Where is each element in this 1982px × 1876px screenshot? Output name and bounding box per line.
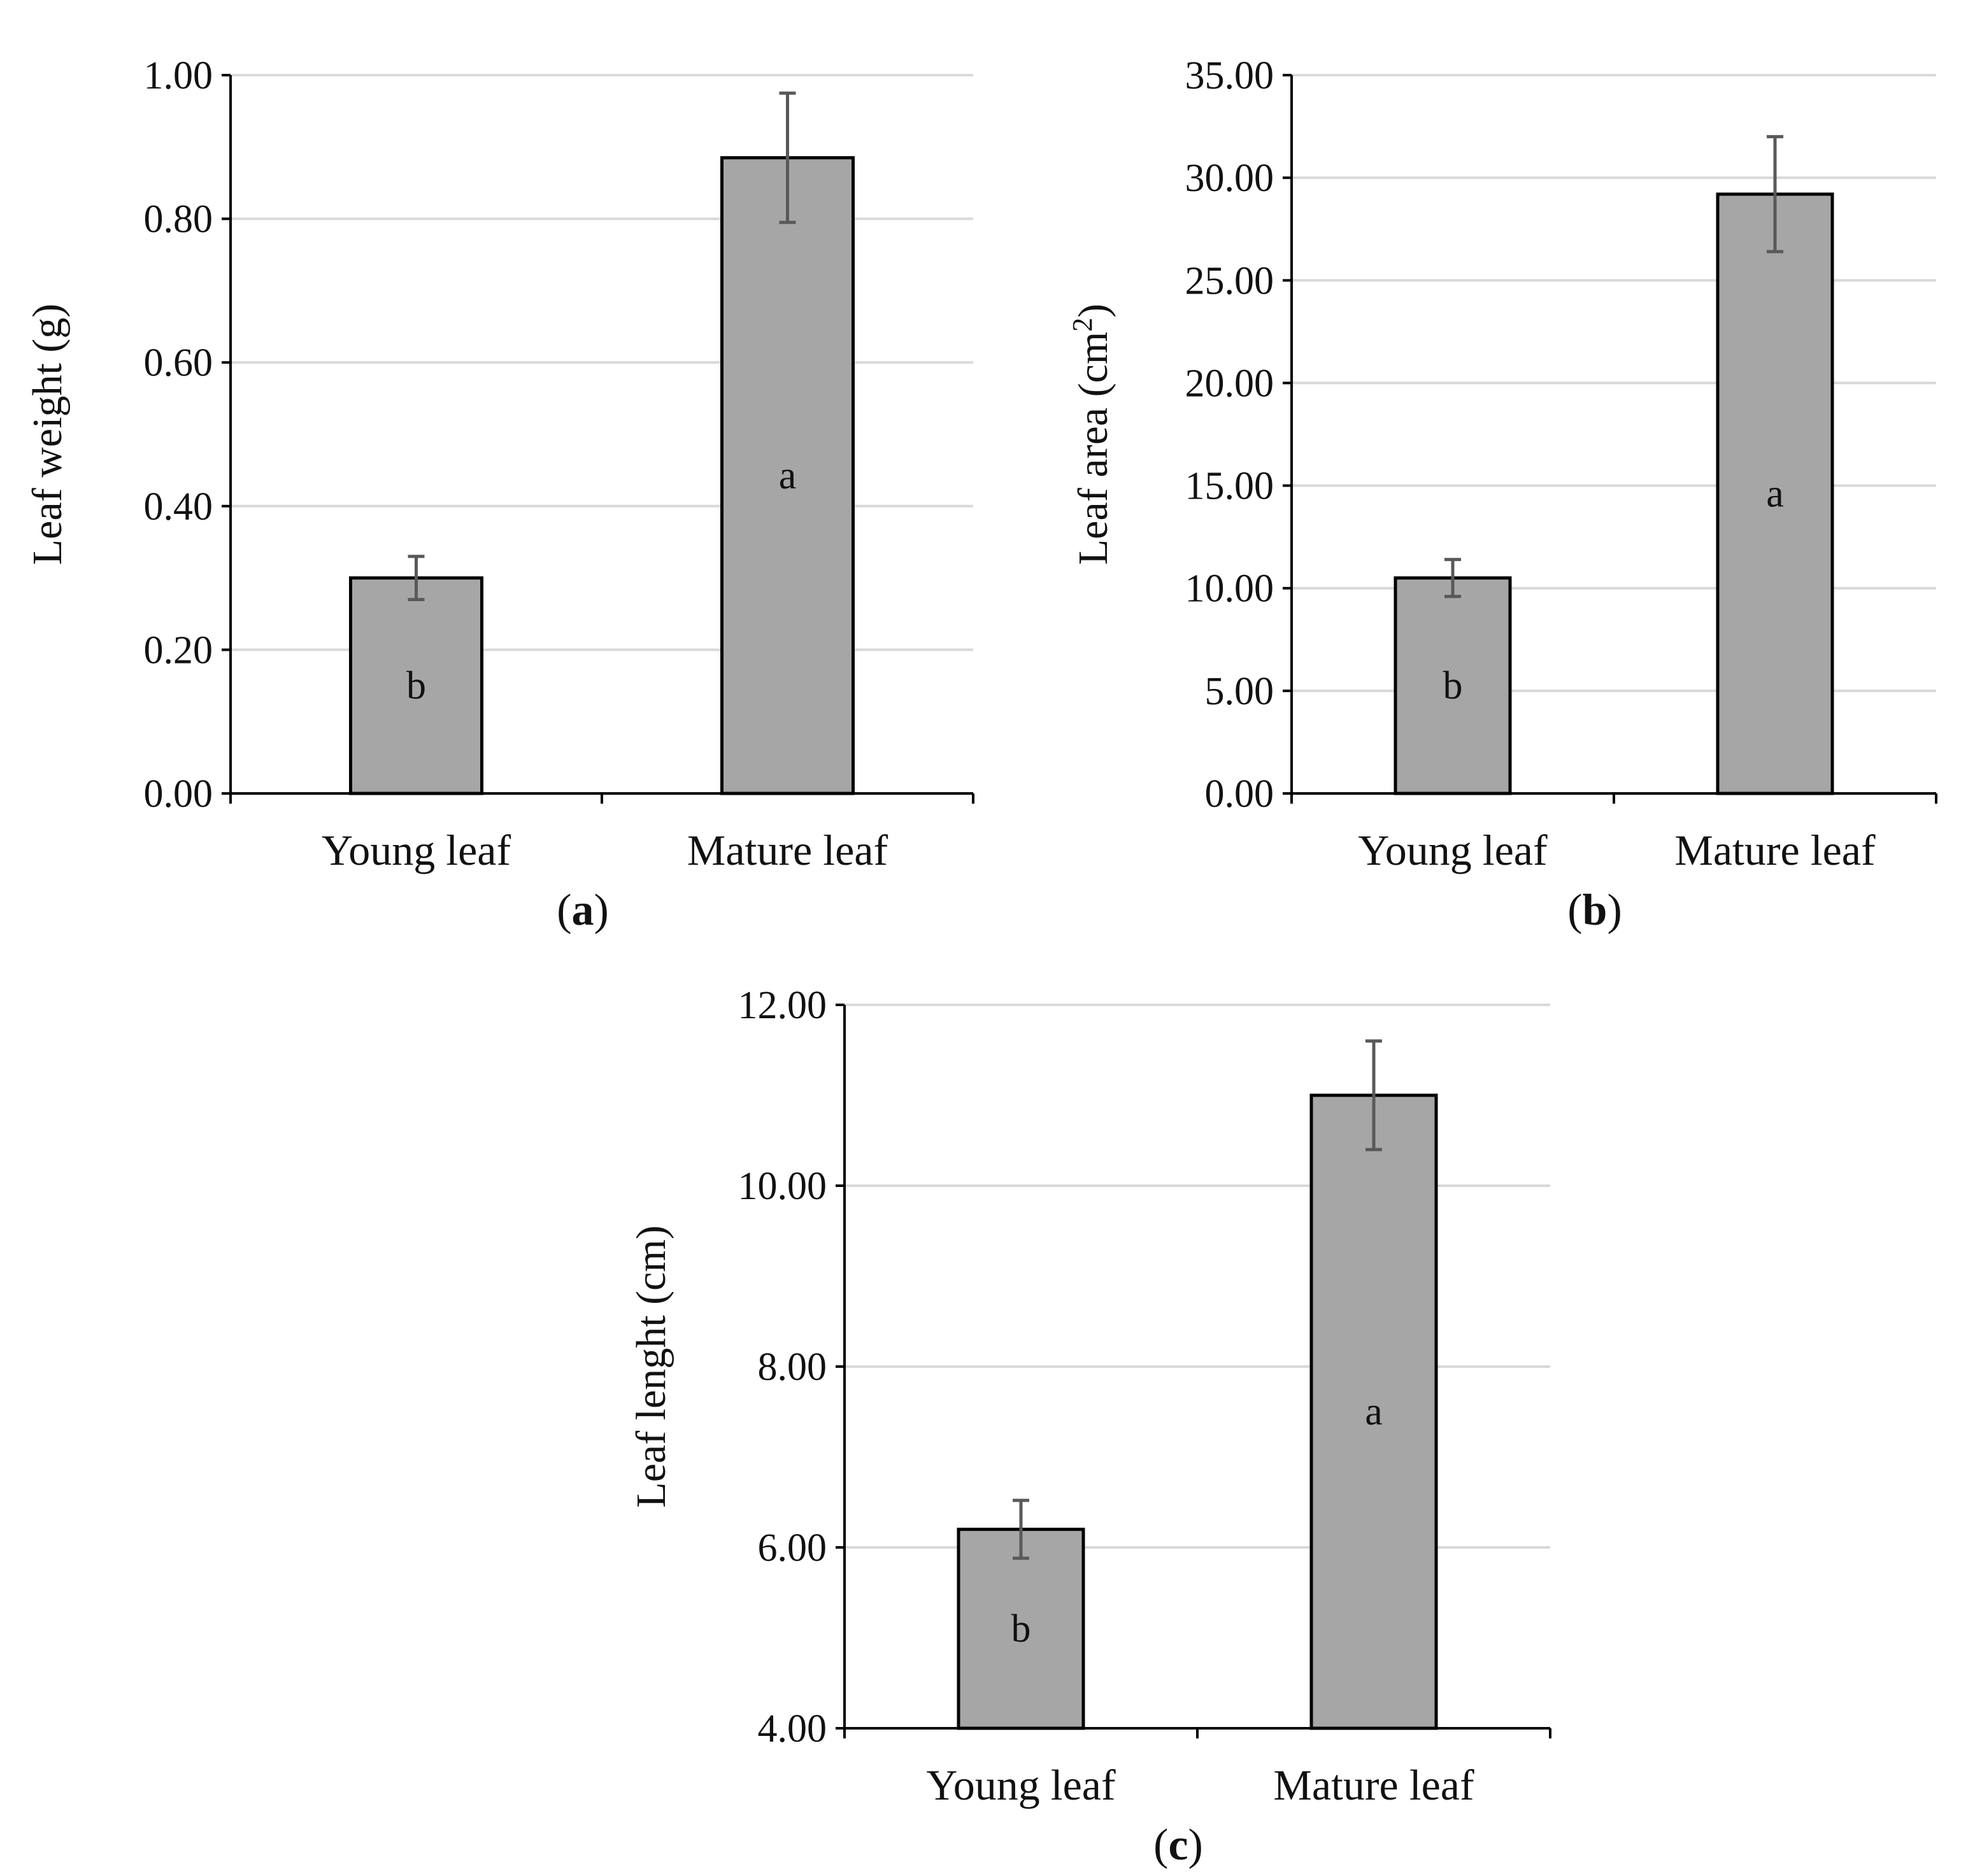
y-tick-label: 30.00 — [1185, 157, 1274, 200]
y-tick-label: 0.00 — [144, 772, 213, 816]
y-tick-label: 0.20 — [144, 629, 213, 672]
panel-label-open: ( — [1153, 1821, 1168, 1870]
significance-letter: b — [406, 664, 426, 707]
y-tick-label: 0.80 — [144, 198, 213, 241]
y-tick-label: 5.00 — [1205, 670, 1274, 713]
x-tick-label: Young leaf — [1358, 826, 1548, 874]
panel-label: (a) — [557, 886, 609, 935]
panel-label: (c) — [1153, 1821, 1203, 1870]
chart-panel-a: 0.00 0.20 0.40 0.60 0.80 1.00 b Young leaf a Matu… — [24, 54, 974, 935]
panel-label-close: ) — [1607, 886, 1622, 935]
significance-letter: b — [1011, 1607, 1031, 1651]
y-axis-title: Leaf weight (g) — [24, 304, 71, 565]
y-axis-title-superscript: 2 — [1067, 318, 1098, 332]
panel-label-open: ( — [557, 886, 571, 935]
x-tick-label: Young leaf — [322, 826, 511, 874]
y-tick-label: 10.00 — [738, 1165, 827, 1208]
panel-label-letter: a — [572, 886, 594, 935]
significance-letter: b — [1443, 664, 1463, 707]
y-tick-label: 0.00 — [1205, 772, 1274, 816]
y-axis-title: Leaf area (cm2) — [1067, 304, 1117, 565]
y-tick-label: 6.00 — [758, 1526, 827, 1570]
y-axis-title-text: Leaf lenght (cm) — [628, 1225, 674, 1507]
y-tick-label: 0.60 — [144, 341, 213, 385]
panel-label-close: ) — [1188, 1821, 1203, 1870]
y-tick-label: 4.00 — [758, 1707, 827, 1751]
x-tick-label: Young leaf — [926, 1761, 1116, 1809]
y-tick-label: 10.00 — [1185, 567, 1274, 611]
y-axis-title-text: Leaf area (cm — [1070, 332, 1116, 565]
y-tick-label: 0.40 — [144, 485, 213, 529]
panel-label-open: ( — [1567, 886, 1582, 935]
y-tick-label: 20.00 — [1185, 362, 1274, 405]
y-tick-label: 15.00 — [1185, 465, 1274, 508]
bar — [349, 576, 483, 795]
significance-letter: a — [1365, 1390, 1383, 1433]
bar — [1716, 192, 1834, 795]
y-axis-title: Leaf lenght (cm) — [628, 1225, 674, 1507]
significance-letter: a — [1766, 472, 1784, 515]
chart-panel-c: 4.00 6.00 8.00 10.00 12.00 b Young leaf a Mature… — [628, 984, 1551, 1870]
bar — [957, 1528, 1085, 1730]
panel-label-close: ) — [594, 886, 609, 935]
bar — [720, 156, 855, 795]
x-tick-label: Mature leaf — [1273, 1761, 1474, 1809]
y-tick-label: 1.00 — [144, 54, 213, 97]
significance-letter: a — [779, 454, 797, 497]
chart-panel-b: 0.005.0010.0015.0020.0025.0030.0035.00bY… — [1067, 54, 1937, 935]
y-tick-label: 12.00 — [738, 984, 827, 1027]
y-tick-label: 35.00 — [1185, 54, 1274, 97]
panel-label-letter: c — [1168, 1821, 1188, 1870]
panel-label-letter: b — [1583, 886, 1608, 935]
y-axis-title-text: Leaf weight (g) — [24, 304, 71, 565]
x-tick-label: Mature leaf — [1674, 826, 1876, 874]
bar — [1309, 1093, 1438, 1730]
y-axis-title-suffix: ) — [1070, 304, 1116, 318]
x-tick-label: Mature leaf — [687, 826, 888, 874]
y-tick-label: 8.00 — [758, 1346, 827, 1389]
panel-label: (b) — [1567, 886, 1622, 935]
y-tick-label: 25.00 — [1185, 259, 1274, 302]
